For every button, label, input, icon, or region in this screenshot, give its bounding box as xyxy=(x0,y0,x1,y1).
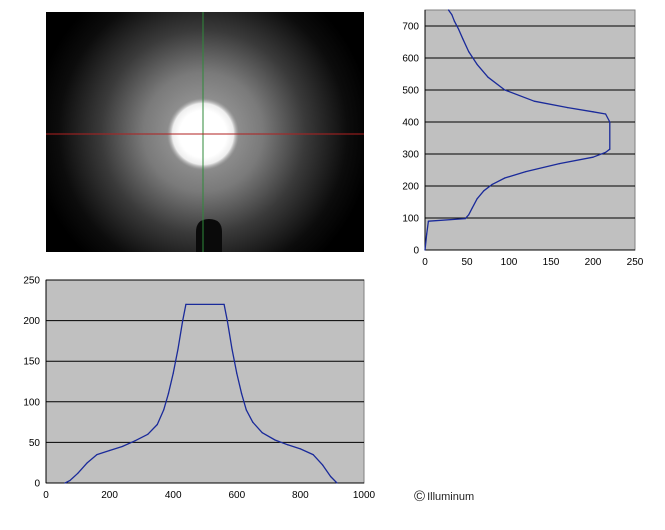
horizontal-profile-y-tick-label: 100 xyxy=(23,397,40,408)
copyright-notice: © Illuminum xyxy=(414,489,474,504)
vertical-profile-y-tick-label: 200 xyxy=(402,182,419,193)
vertical-profile-x-tick-label: 150 xyxy=(543,257,560,268)
horizontal-profile-data-point xyxy=(77,472,79,474)
vertical-profile-data-point xyxy=(491,183,493,185)
horizontal-profile-plot-area xyxy=(45,279,365,484)
horizontal-profile-data-point xyxy=(231,348,233,350)
horizontal-profile-x-tick-label: 600 xyxy=(228,490,245,501)
vertical-profile-data-point xyxy=(605,151,607,153)
vertical-profile-data-point xyxy=(609,148,611,150)
vertical-profile-data-point xyxy=(525,171,527,173)
vertical-profile-data-point xyxy=(605,113,607,115)
vertical-profile-data-point xyxy=(504,177,506,179)
vertical-profile-data-point xyxy=(468,214,470,216)
horizontal-profile-data-point xyxy=(299,448,301,450)
vertical-profile-data-point xyxy=(487,76,489,78)
vertical-profile-data-point xyxy=(462,38,464,40)
horizontal-profile-data-point xyxy=(177,348,179,350)
vertical-profile-x-tick-label: 200 xyxy=(585,257,602,268)
horizontal-profile-data-point xyxy=(134,440,136,442)
vertical-profile-data-point xyxy=(447,9,450,11)
horizontal-profile-data-point xyxy=(330,475,332,478)
vertical-profile-data-point xyxy=(426,233,428,235)
vertical-profile-data-point xyxy=(504,89,506,91)
horizontal-profile-x-tick-label: 400 xyxy=(165,490,182,501)
vertical-profile-y-tick-label: 600 xyxy=(402,54,419,65)
horizontal-profile-data-point xyxy=(236,372,238,374)
vertical-profile-y-tick-label: 100 xyxy=(402,214,419,225)
horizontal-profile-data-point xyxy=(182,320,184,322)
horizontal-profile-data-point xyxy=(64,482,66,484)
vertical-profile-y-tick-label: 500 xyxy=(402,86,419,97)
horizontal-profile-x-tick-label: 200 xyxy=(101,490,118,501)
horizontal-profile-data-point xyxy=(261,432,263,434)
vertical-profile-y-tick-label: 400 xyxy=(402,118,419,129)
horizontal-profile-x-tick-label: 0 xyxy=(43,490,49,501)
vertical-profile-data-point xyxy=(592,111,594,113)
copyright-text: Illuminum xyxy=(427,490,475,503)
vertical-profile-x-tick-label: 250 xyxy=(627,257,644,268)
horizontal-profile-data-point xyxy=(163,409,165,411)
horizontal-profile-data-point xyxy=(240,393,243,395)
horizontal-profile-data-point xyxy=(172,372,174,374)
horizontal-profile-data-point xyxy=(223,303,225,305)
horizontal-profile-data-point xyxy=(287,444,289,446)
horizontal-profile-x-tick-label: 1000 xyxy=(353,490,376,501)
vertical-profile-x-tick-label: 100 xyxy=(501,257,518,268)
horizontal-profile-data-point xyxy=(96,453,98,456)
vertical-profile-data-point xyxy=(533,100,535,102)
vertical-profile-data-point xyxy=(451,14,453,16)
vertical-profile-x-tick-label: 50 xyxy=(461,257,473,268)
vertical-profile-x-tick-label: 0 xyxy=(422,257,428,268)
horizontal-profile-data-point xyxy=(312,453,314,456)
horizontal-profile-data-point xyxy=(156,423,158,426)
vertical-profile-data-point xyxy=(453,20,455,22)
vertical-profile-data-point xyxy=(427,220,429,222)
horizontal-profile-y-tick-label: 150 xyxy=(23,357,40,368)
horizontal-profile-y-tick-label: 250 xyxy=(23,276,40,287)
horizontal-profile-data-point xyxy=(322,464,324,466)
horizontal-profile-data-point xyxy=(109,449,111,452)
vertical-profile-data-point xyxy=(468,51,470,53)
vertical-profile-y-tick-label: 0 xyxy=(413,246,419,257)
horizontal-profile-data-point xyxy=(167,393,170,395)
beam-image xyxy=(46,12,364,252)
vertical-profile-data-point xyxy=(558,163,561,165)
horizontal-profile-data-point xyxy=(86,462,88,464)
horizontal-profile-data-point xyxy=(69,479,71,482)
horizontal-profile-data-point xyxy=(245,409,247,411)
vertical-profile-data-point xyxy=(464,218,466,220)
horizontal-profile-y-tick-label: 0 xyxy=(34,479,40,490)
vertical-profile-plot-area xyxy=(424,9,636,251)
copyright-symbol: © xyxy=(414,488,426,505)
vertical-profile-data-point xyxy=(567,107,569,109)
horizontal-profile-data-point xyxy=(336,482,338,484)
vertical-profile-y-tick-label: 300 xyxy=(402,150,419,161)
vertical-profile-data-point xyxy=(609,121,611,123)
vertical-profile-data-point xyxy=(476,63,478,65)
horizontal-profile-x-tick-label: 800 xyxy=(292,490,309,501)
vertical-profile-data-point xyxy=(592,156,594,158)
vertical-profile-data-point xyxy=(483,190,485,192)
horizontal-profile-y-tick-label: 50 xyxy=(29,438,41,449)
horizontal-profile-data-point xyxy=(185,303,187,305)
horizontal-profile-data-point xyxy=(121,445,123,448)
horizontal-profile-data-point xyxy=(226,320,228,322)
vertical-profile-data-point xyxy=(424,249,426,251)
horizontal-profile-data-point xyxy=(147,433,149,435)
horizontal-profile-data-point xyxy=(252,421,254,423)
vertical-profile-data-point xyxy=(476,198,478,200)
horizontal-profile-y-tick-label: 200 xyxy=(23,316,40,327)
vertical-profile-data-point xyxy=(458,28,460,30)
vertical-profile-data-point xyxy=(471,207,473,209)
vertical-profile-y-tick-label: 700 xyxy=(402,22,419,33)
horizontal-profile-data-point xyxy=(274,439,276,441)
